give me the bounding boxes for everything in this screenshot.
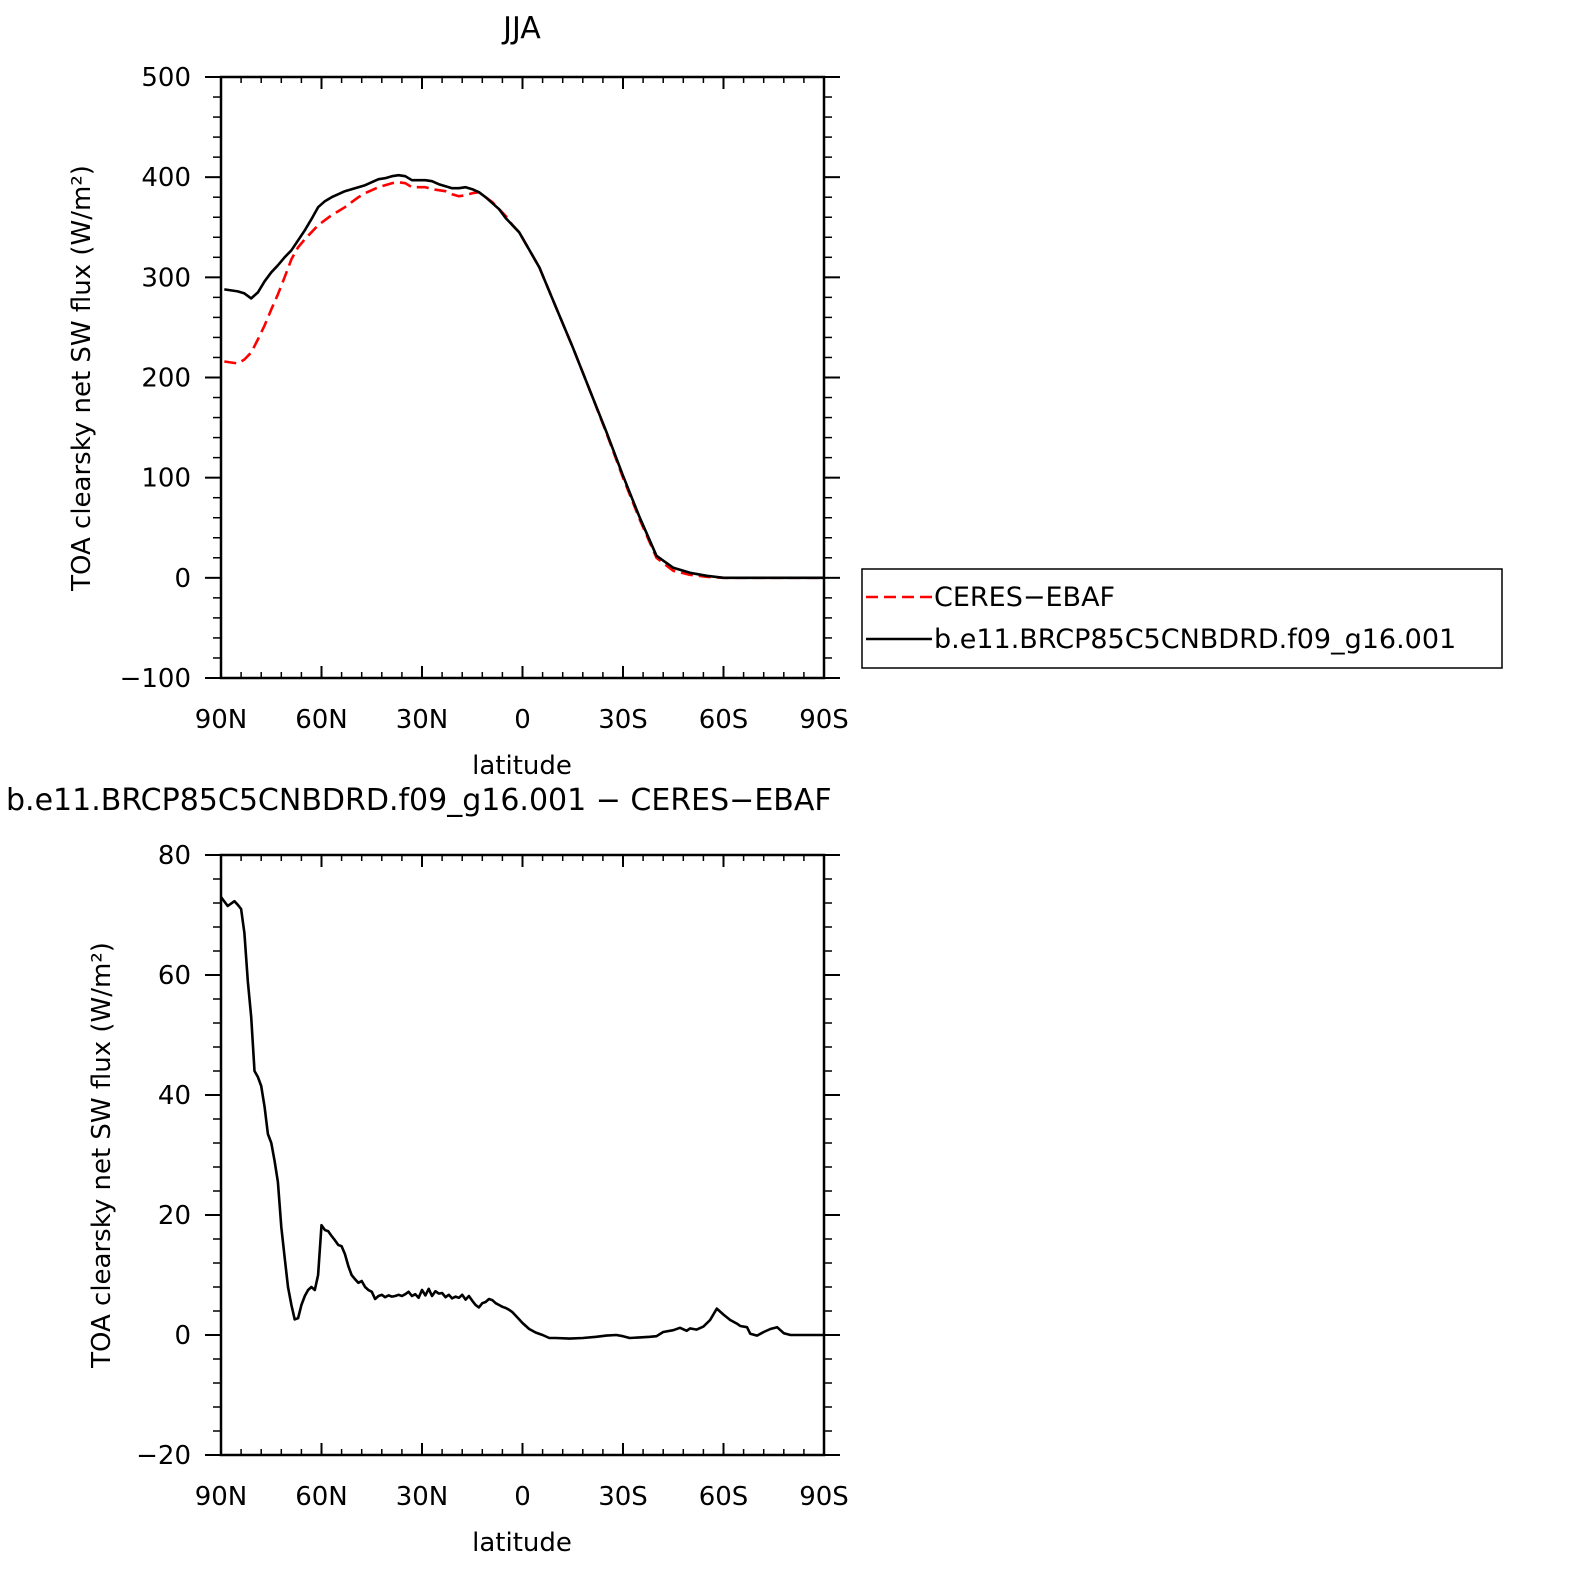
- y-tick-label-top-1: 0: [174, 564, 191, 594]
- series-line-bottom-0: [219, 896, 824, 1340]
- plot-frame-bottom: [219, 853, 826, 1457]
- axis-ticks-bottom: 90N 60N 30N 0 30S 60S 90S −20 0 20 40 60 80: [136, 841, 849, 1512]
- x-axis-label-top: latitude: [472, 751, 572, 781]
- legend-label-ceres: CERES−EBAF: [934, 582, 1115, 613]
- y-tick-label-bottom-1: 0: [174, 1321, 191, 1351]
- y-axis-label-top: TOA clearsky net SW flux (W/m²): [67, 165, 97, 592]
- x-tick-label-bottom-6: 90S: [799, 1482, 849, 1512]
- axis-ticks-top: 90N 60N 30N 0 30S 60S 90S −100 0 100 200 300 400 500: [120, 63, 849, 735]
- y-tick-label-top-0: −100: [120, 664, 191, 694]
- x-tick-label-bottom-3: 0: [514, 1482, 531, 1512]
- chart-title-difference: b.e11.BRCP85C5CNBDRD.f09_g16.001 − CERES…: [6, 783, 832, 818]
- series-lines-bottom: [219, 896, 824, 1340]
- series-lines-top: [224, 173, 824, 580]
- y-tick-label-bottom-2: 20: [158, 1201, 191, 1231]
- legend-label-model: b.e11.BRCP85C5CNBDRD.f09_g16.001: [934, 624, 1456, 655]
- x-tick-label-top-6: 90S: [799, 705, 849, 735]
- chart-title-jja: JJA: [501, 11, 541, 46]
- legend: CERES−EBAF b.e11.BRCP85C5CNBDRD.f09_g16.…: [861, 568, 1503, 669]
- chart-panel-difference: b.e11.BRCP85C5CNBDRD.f09_g16.001 − CERES…: [6, 783, 849, 1558]
- x-tick-label-bottom-4: 30S: [598, 1482, 648, 1512]
- y-tick-label-top-6: 500: [141, 63, 191, 93]
- x-tick-label-bottom-5: 60S: [699, 1482, 749, 1512]
- x-tick-label-top-2: 30N: [396, 705, 449, 735]
- x-tick-label-bottom-1: 60N: [295, 1482, 348, 1512]
- y-tick-label-top-5: 400: [141, 163, 191, 193]
- y-tick-label-bottom-5: 80: [158, 841, 191, 871]
- x-tick-label-top-5: 60S: [699, 705, 749, 735]
- x-tick-label-bottom-2: 30N: [396, 1482, 449, 1512]
- x-tick-label-top-0: 90N: [195, 705, 248, 735]
- y-tick-label-bottom-3: 40: [158, 1081, 191, 1111]
- series-line-top-1: [224, 173, 824, 580]
- chart-panel-jja: JJA TOA clearsky net SW flux (W/m²) lati…: [67, 11, 849, 781]
- x-tick-label-bottom-0: 90N: [195, 1482, 248, 1512]
- x-tick-label-top-4: 30S: [598, 705, 648, 735]
- legend-box: [861, 568, 1503, 669]
- y-axis-label-bottom: TOA clearsky net SW flux (W/m²): [87, 942, 117, 1369]
- x-tick-label-top-1: 60N: [295, 705, 348, 735]
- x-axis-label-bottom: latitude: [472, 1528, 572, 1558]
- y-tick-label-top-2: 100: [141, 464, 191, 494]
- x-tick-label-top-3: 0: [514, 705, 531, 735]
- plot-frame-top: [219, 75, 826, 680]
- y-tick-label-top-4: 300: [141, 263, 191, 293]
- y-tick-label-top-3: 200: [141, 364, 191, 394]
- y-tick-label-bottom-0: −20: [136, 1441, 191, 1471]
- y-tick-label-bottom-4: 60: [158, 961, 191, 991]
